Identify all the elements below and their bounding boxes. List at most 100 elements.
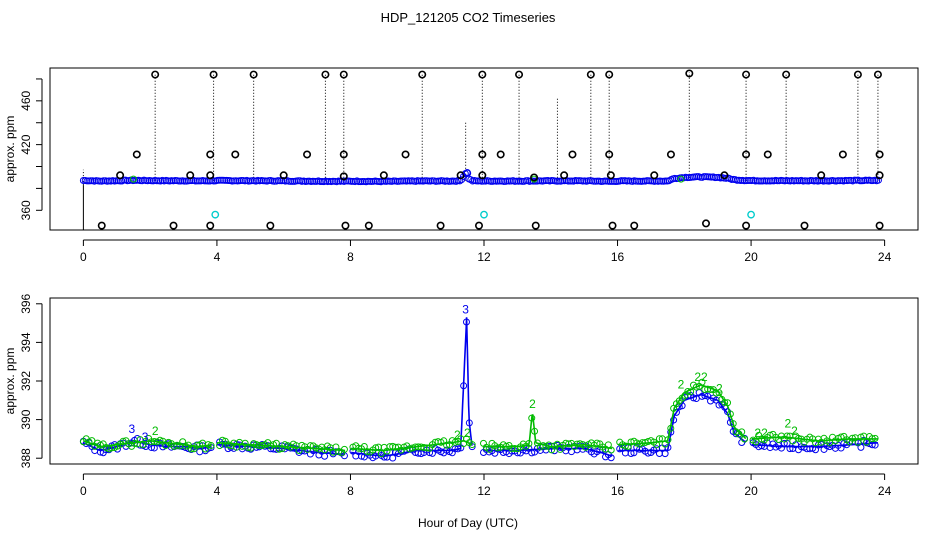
series-2-marker <box>182 442 190 450</box>
figure-title: HDP_121205 CO2 Timeseries <box>381 10 556 25</box>
low-outlier-marker <box>875 171 884 180</box>
low-outlier-marker <box>206 171 215 180</box>
low-outlier-marker <box>720 171 729 180</box>
series-2-marker <box>729 420 737 428</box>
low-outlier-marker <box>650 171 659 180</box>
series-3-marker <box>758 442 766 450</box>
series-2-marker <box>275 445 283 453</box>
series-3-marker <box>780 439 788 447</box>
series-3-marker <box>357 452 365 460</box>
series-2-marker <box>707 385 715 393</box>
series-2-marker <box>565 440 573 448</box>
high-outlier-marker <box>873 70 882 79</box>
high-outlier-marker <box>853 70 862 79</box>
bottom-y-axis-label: approx. ppm <box>3 348 17 415</box>
series-3-marker <box>644 449 652 457</box>
mid-outlier-marker <box>478 150 487 159</box>
bottom-outlier-marker <box>436 221 445 230</box>
mid-outlier-marker <box>132 150 141 159</box>
series-3-marker <box>196 448 204 456</box>
bottom-outlier-marker <box>702 219 711 228</box>
series-annotation-label: 2 <box>529 397 536 411</box>
bottom-outlier-marker <box>800 221 809 230</box>
series-2-marker <box>854 438 862 446</box>
series-2-marker <box>715 389 723 397</box>
series-2-marker <box>692 383 700 391</box>
bottom-y-tick-label: 392 <box>19 371 33 391</box>
bottom-outlier-marker <box>206 221 215 230</box>
top-y-axis: 360 420 460 <box>19 78 43 220</box>
bottom-y-tick-label: 394 <box>19 332 33 352</box>
series-2-marker <box>119 437 127 445</box>
top-x-tick-label: 20 <box>744 250 758 264</box>
low-outlier-marker <box>606 171 615 180</box>
series-2-marker <box>664 436 672 444</box>
high-outlier-marker <box>742 70 751 79</box>
series-2-marker <box>726 410 734 418</box>
series-annotation-label: 3 <box>462 302 469 316</box>
bottom-outlier-marker <box>364 221 373 230</box>
series-2-marker <box>698 378 706 386</box>
series-annotation-label: 3 <box>128 422 135 436</box>
series-2-marker <box>423 444 431 452</box>
series-2-marker <box>863 438 871 446</box>
mid-outlier-marker <box>742 150 751 159</box>
top-y-axis-label: approx. ppm <box>3 116 17 183</box>
series-2-marker <box>667 424 675 432</box>
cyan-marker <box>211 210 220 219</box>
low-outlier-marker <box>478 171 487 180</box>
low-outlier-marker <box>560 171 569 180</box>
high-outlier-marker <box>605 70 614 79</box>
series-3-marker <box>607 454 615 462</box>
series-2-marker <box>525 439 533 447</box>
cyan-marker <box>480 210 488 219</box>
series-2-marker <box>377 450 385 458</box>
high-outlier-marker <box>685 69 694 78</box>
bottom-outlier-marker <box>97 221 106 230</box>
series-2-marker <box>794 434 802 442</box>
mid-outlier-marker <box>231 150 240 159</box>
bottom-y-tick-label: 396 <box>19 293 33 313</box>
top-x-tick-label: 16 <box>611 250 625 264</box>
series-annotation-label: 2 <box>784 416 791 430</box>
baseline-marker <box>874 176 882 184</box>
series-2-marker <box>485 445 493 453</box>
series-2-marker <box>173 441 181 449</box>
series-2-marker <box>281 441 289 449</box>
mid-outlier-marker <box>339 150 348 159</box>
series-annotation-label: 2 <box>716 382 723 396</box>
series-2-marker <box>88 437 96 445</box>
series-2-marker <box>712 389 720 397</box>
bottom-outlier-marker <box>630 221 639 230</box>
series-2-marker <box>258 441 266 449</box>
series-3-marker <box>321 452 329 460</box>
series-annotation-label: 22 <box>754 426 768 440</box>
bottom-outlier-marker <box>474 221 483 230</box>
bottom-x-tick-label: 0 <box>80 484 87 498</box>
series-2-marker <box>724 399 732 407</box>
series-2-marker <box>593 439 601 447</box>
high-outlier-marker <box>249 70 258 79</box>
series-2-marker <box>576 440 584 448</box>
top-x-tick-label: 4 <box>214 250 221 264</box>
series-2-marker <box>216 442 224 450</box>
low-outlier-marker <box>339 172 348 181</box>
top-y-tick-label: 360 <box>19 200 33 220</box>
bottom-outlier-marker <box>742 221 751 230</box>
series-3-marker <box>96 448 104 456</box>
x-axis-title: Hour of Day (UTC) <box>418 516 518 530</box>
mid-outlier-marker <box>666 150 675 159</box>
high-outlier-marker <box>782 70 791 79</box>
series-2-marker <box>204 441 212 449</box>
series-annotation-label: 22 <box>694 370 708 384</box>
series-3-marker <box>462 318 470 326</box>
series-3-marker <box>528 449 536 457</box>
low-outlier-marker <box>186 171 195 180</box>
top-panel-co2-raw: 0 4 8 12 16 20 24 360 420 460 approx. ppm <box>3 67 919 264</box>
top-x-tick-label: 8 <box>347 250 354 264</box>
top-x-tick-label: 24 <box>878 250 892 264</box>
series-3-marker <box>389 454 397 462</box>
bottom-plot-frame <box>49 297 919 465</box>
